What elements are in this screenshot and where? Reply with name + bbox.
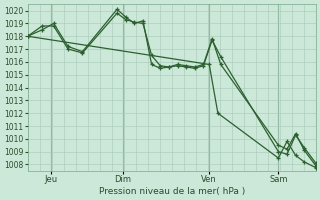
X-axis label: Pression niveau de la mer( hPa ): Pression niveau de la mer( hPa ) bbox=[99, 187, 245, 196]
